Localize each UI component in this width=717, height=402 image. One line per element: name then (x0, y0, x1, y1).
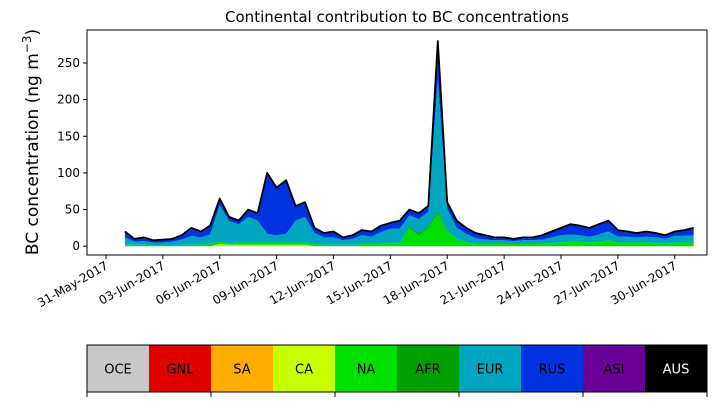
legend-item-ca: CA (273, 345, 335, 392)
legend-item-asi: ASI (583, 345, 645, 392)
legend-item-eur: EUR (459, 345, 521, 392)
legend-swatch (87, 345, 149, 392)
y-tick-label: 250 (57, 56, 80, 70)
legend-swatch (459, 345, 521, 392)
y-axis-ticks: 0 50 100 150 200 250 (57, 56, 87, 253)
legend-swatch (645, 345, 707, 392)
y-tick-label: 100 (57, 166, 80, 180)
legend-swatch (273, 345, 335, 392)
x-tick-label: 31-May-2017 (35, 258, 110, 310)
y-tick-label: 150 (57, 129, 80, 143)
stacked-areas (124, 41, 694, 247)
legend-label: NA (357, 363, 376, 378)
y-tick-label: 200 (57, 93, 80, 107)
legend-swatch (583, 345, 645, 392)
total-line-group (124, 40, 694, 242)
legend-swatch (211, 345, 273, 392)
legend-label: EUR (477, 363, 504, 378)
legend-swatch (397, 345, 459, 392)
legend-item-afr: AFR (397, 345, 459, 392)
legend-label: RUS (539, 363, 566, 378)
legend-item-aus: AUS (645, 345, 707, 392)
legend-label: SA (233, 363, 250, 378)
total-line (124, 40, 694, 242)
legend: OCE GNL SA CA NA AFR EUR RUS ASI AUS (86, 344, 708, 397)
legend-swatch (335, 345, 397, 392)
legend-label: CA (295, 363, 313, 378)
legend-item-na: NA (335, 345, 397, 392)
legend-label: AFR (415, 363, 440, 378)
area-rus (124, 43, 694, 243)
legend-label: GNL (166, 363, 194, 378)
plot-frame (86, 29, 708, 256)
legend-label: ASI (604, 363, 625, 378)
legend-label: AUS (663, 363, 690, 378)
legend-item-gnl: GNL (149, 345, 211, 392)
y-tick-label: 50 (65, 203, 80, 217)
area-sa (124, 245, 694, 247)
area-ca (124, 244, 694, 247)
chart-title: Continental contribution to BC concentra… (225, 8, 569, 26)
legend-frame (86, 344, 708, 393)
y-axis-label: BC concentration (ng m−3) (20, 29, 43, 255)
legend-item-oce: OCE (87, 345, 149, 392)
legend-swatch (149, 345, 211, 392)
y-tick-label: 0 (72, 239, 80, 253)
area-na (124, 213, 694, 247)
x-axis-ticks: 31-May-201703-Jun-201706-Jun-201709-Jun-… (35, 255, 679, 310)
legend-label: OCE (104, 363, 132, 378)
legend-item-sa: SA (211, 345, 273, 392)
legend-swatch (521, 345, 583, 392)
legend-item-rus: RUS (521, 345, 583, 392)
